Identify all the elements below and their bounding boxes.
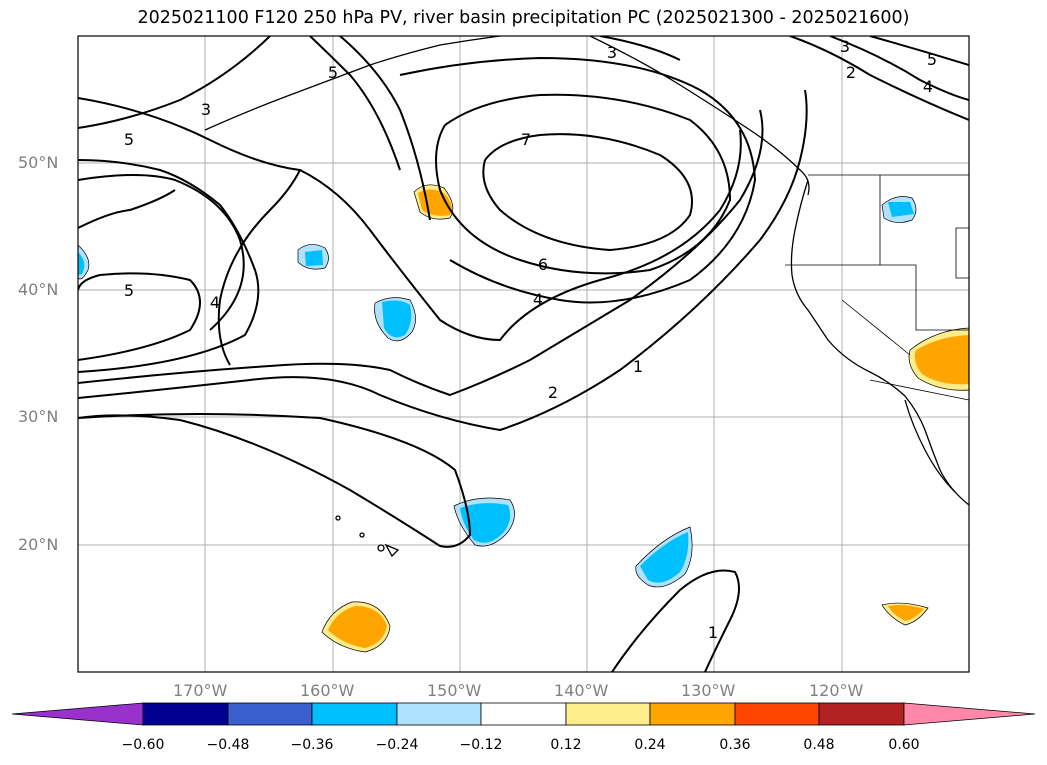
contour-label: 5 [328,63,338,82]
plot-frame [77,35,970,673]
coastlines [204,36,969,558]
map-title: 2025021100 F120 250 hPa PV, river basin … [137,8,910,28]
colorbar-bin [565,702,651,726]
contour-label: 5 [124,281,134,300]
colorbar-bin [142,702,229,726]
pos-patch [914,335,969,385]
colorbar-bin [734,702,820,726]
colorbar-tick-label: 0.48 [803,737,835,753]
contour-labels: 7 6 5 5 5 5 4 4 4 3 3 3 2 2 1 1 [124,37,937,642]
contour-label: 3 [201,100,211,119]
colorbar-tick-label: −0.48 [206,737,250,753]
lon-label: 160°W [300,681,355,700]
colorbar-tick-label: −0.60 [121,737,165,753]
colorbar [11,702,1036,726]
colorbar-bin [311,702,398,726]
contour-label: 1 [708,623,718,642]
gridlines [78,36,969,672]
lon-label: 170°W [173,681,228,700]
contour-label: 1 [633,357,643,376]
contour-label: 2 [846,63,856,82]
colorbar-bin [227,702,313,726]
colorbar-extend-low [11,702,144,726]
colorbar-tick-label: −0.12 [459,737,503,753]
neg-patch [640,532,689,583]
borders [785,174,969,401]
contour-label: 5 [927,50,937,69]
neg-patch [305,250,323,266]
colorbar-tick-label: 0.36 [719,737,751,753]
colorbar-bin [396,702,482,726]
pos-patch [328,606,387,648]
contour-label: 4 [210,293,220,312]
neg-patch [382,300,412,338]
lon-label: 130°W [681,681,736,700]
lat-label: 20°N [18,535,59,554]
lat-label: 30°N [18,407,59,426]
colorbar-bin [480,702,567,726]
colorbar-bin [818,702,905,726]
colorbar-extend-high [903,702,1036,726]
pos-patch [888,605,924,621]
colorbar-tick-label: 0.24 [634,737,666,753]
lon-label: 120°W [809,681,864,700]
colorbar-tick-label: −0.36 [290,737,334,753]
neg-patch [888,202,914,217]
lon-label: 140°W [554,681,609,700]
colorbar-bin [649,702,736,726]
lon-label: 150°W [427,681,482,700]
contour-label: 3 [840,37,850,56]
contour-label: 6 [538,255,548,274]
pv-contours [78,36,969,672]
contour-label: 4 [533,290,543,309]
contour-label: 5 [124,130,134,149]
lat-label: 40°N [18,280,59,299]
colorbar-tick-label: 0.60 [888,737,920,753]
contour-label: 3 [607,43,617,62]
contour-label: 7 [521,130,531,149]
neg-patch [78,252,85,275]
colorbar-tick-label: 0.12 [550,737,582,753]
contour-label: 4 [923,77,933,96]
neg-patch [460,503,511,543]
precip-anomalies [78,184,969,653]
colorbar-tick-label: −0.24 [375,737,419,753]
contour-label: 2 [548,383,558,402]
lat-label: 50°N [18,153,59,172]
